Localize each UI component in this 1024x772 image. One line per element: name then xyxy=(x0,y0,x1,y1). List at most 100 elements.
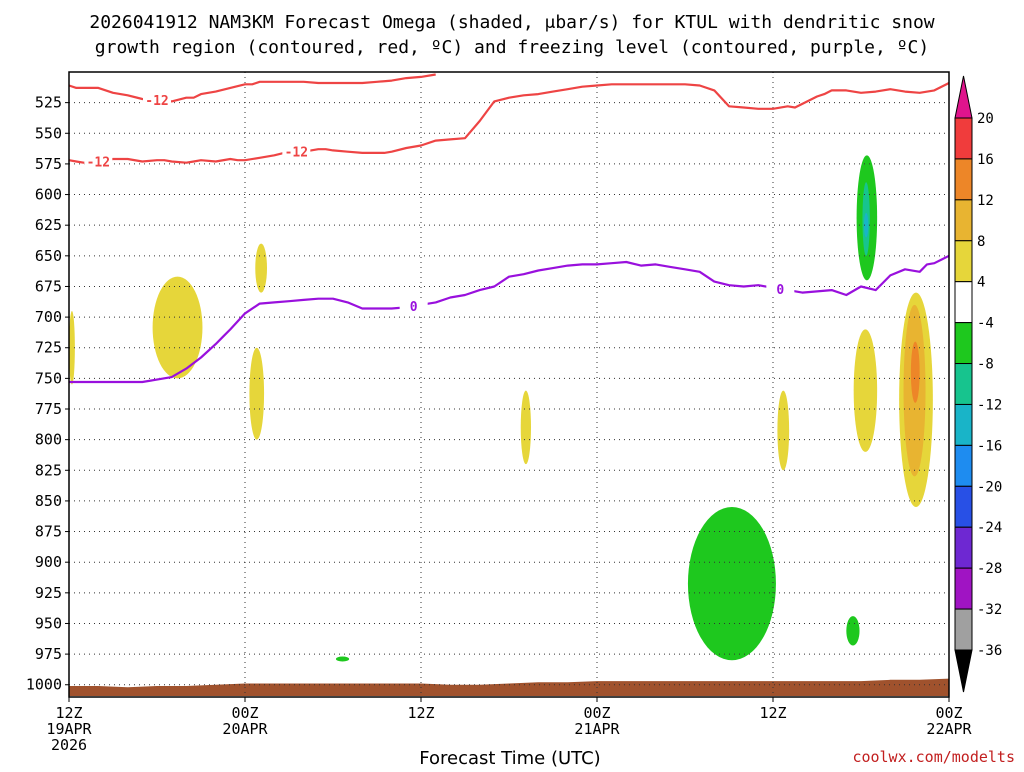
contour-line-1 xyxy=(68,73,436,103)
colorbar-band-7 xyxy=(954,403,973,446)
y-tick-label-775: 775 xyxy=(35,400,62,418)
x-tick-label-1-2: 20APR xyxy=(222,720,268,738)
colorbar-label-11: -28 xyxy=(977,561,1002,577)
y-tick-label-800: 800 xyxy=(35,431,62,449)
omega-region-15 xyxy=(335,656,350,662)
y-tick-label-850: 850 xyxy=(35,492,62,510)
chart-title-line2: growth region (contoured, red, ºC) and f… xyxy=(95,37,929,58)
colorbar-label-6: -8 xyxy=(977,357,994,373)
omega-region-9 xyxy=(910,341,920,403)
omega-region-2 xyxy=(255,243,267,293)
colorbar-label-0: 20 xyxy=(977,111,994,127)
contour-label-2-0: 0 xyxy=(410,300,418,315)
colorbar-band-3 xyxy=(954,240,973,283)
colorbar-label-9: -20 xyxy=(977,479,1002,495)
y-tick-label-900: 900 xyxy=(35,553,62,571)
y-tick-label-875: 875 xyxy=(35,523,62,541)
colorbar-band-2 xyxy=(954,199,973,242)
omega-region-14 xyxy=(846,616,860,646)
colorbar-label-4: 4 xyxy=(977,275,985,291)
y-tick-label-600: 600 xyxy=(35,186,62,204)
colorbar: 20 16 12 8 4 -4 -8 -12 -16 -20 -24 -28 -32 -36 xyxy=(954,75,1002,693)
colorbar-band-4 xyxy=(954,281,973,324)
colorbar-arrow-top xyxy=(954,75,973,119)
y-tick-label-675: 675 xyxy=(35,277,62,295)
colorbar-label-8: -16 xyxy=(977,438,1002,454)
colorbar-arrow-bottom xyxy=(954,649,973,693)
colorbar-label-1: 16 xyxy=(977,152,994,168)
x-tick-label-5-2: 22APR xyxy=(926,720,972,738)
colorbar-band-1 xyxy=(954,158,973,201)
y-tick-label-700: 700 xyxy=(35,308,62,326)
y-tick-label-925: 925 xyxy=(35,584,62,602)
contour-line-2 xyxy=(69,254,950,384)
x-tick-label-2-1: 12Z xyxy=(407,704,434,722)
colorbar-band-5 xyxy=(954,322,973,365)
colorbar-label-13: -36 xyxy=(977,643,1002,659)
y-tick-label-950: 950 xyxy=(35,614,62,632)
contour-label-bg-0-1 xyxy=(282,143,311,159)
colorbar-band-11 xyxy=(954,567,973,610)
contour-label-bg-2-0 xyxy=(399,298,428,314)
y-tick-label-650: 650 xyxy=(35,247,62,265)
omega-region-13 xyxy=(687,507,776,661)
contour-line-0 xyxy=(68,82,950,164)
contour-label-0-0: -12 xyxy=(87,155,110,170)
x-tick-label-0-3: 2026 xyxy=(51,736,87,754)
contour-label-0-1: -12 xyxy=(285,146,308,161)
contour-label-bg-2-1 xyxy=(766,280,795,296)
omega-region-0 xyxy=(69,310,75,385)
contour-label-1-0: -12 xyxy=(145,94,168,109)
x-tick-label-4-1: 12Z xyxy=(759,704,786,722)
y-tick-label-575: 575 xyxy=(35,155,62,173)
omega-region-5 xyxy=(777,390,790,471)
plot-area xyxy=(69,72,949,697)
contour-label-bg-0-0 xyxy=(84,153,113,169)
colorbar-label-5: -4 xyxy=(977,316,994,332)
contour-lines: -12 -12 -12 0 0 xyxy=(68,73,950,384)
chart-title-line1: 2026041912 NAM3KM Forecast Omega (shaded… xyxy=(89,12,934,33)
colorbar-band-10 xyxy=(954,526,973,569)
surface-terrain xyxy=(69,678,949,696)
colorbar-label-3: 8 xyxy=(977,234,985,250)
y-tick-label-1000: 1000 xyxy=(26,676,62,694)
colorbar-band-6 xyxy=(954,363,973,405)
contour-label-2-1: 0 xyxy=(776,283,784,298)
y-tick-label-975: 975 xyxy=(35,645,62,663)
x-tick-label-3-2: 21APR xyxy=(574,720,620,738)
x-tick-label-0-2: 19APR xyxy=(46,720,92,738)
colorbar-label-10: -24 xyxy=(977,520,1002,536)
colorbar-band-9 xyxy=(954,485,973,528)
y-tick-label-725: 725 xyxy=(35,339,62,357)
omega-region-6 xyxy=(853,329,878,452)
terrain-fill xyxy=(69,678,949,696)
x-tick-label-5-1: 00Z xyxy=(935,704,962,722)
y-tick-label-525: 525 xyxy=(35,94,62,112)
x-tick-label-3-1: 00Z xyxy=(583,704,610,722)
omega-region-12 xyxy=(863,212,869,238)
credit-text: coolwx.com/modelts xyxy=(852,748,1015,766)
colorbar-band-8 xyxy=(954,444,973,487)
colorbar-label-7: -12 xyxy=(977,397,1002,413)
grid-lines xyxy=(69,72,949,697)
plot-frame xyxy=(68,71,950,698)
y-axis-ticks: 525 550 575 600 625 650 675 700 725 750 775 800 825 8… xyxy=(26,94,69,694)
colorbar-band-12 xyxy=(954,608,973,651)
colorbar-label-12: -32 xyxy=(977,602,1002,618)
y-tick-label-825: 825 xyxy=(35,461,62,479)
y-tick-label-750: 750 xyxy=(35,369,62,387)
x-tick-label-0-1: 12Z xyxy=(55,704,82,722)
omega-region-4 xyxy=(520,390,531,465)
colorbar-band-0 xyxy=(954,117,973,160)
y-tick-label-550: 550 xyxy=(35,124,62,142)
x-tick-label-1-1: 00Z xyxy=(231,704,258,722)
contour-label-bg-1-0 xyxy=(143,92,171,108)
omega-region-3 xyxy=(249,347,265,440)
colorbar-label-2: 12 xyxy=(977,193,994,209)
omega-region-1 xyxy=(152,276,203,379)
x-axis-label: Forecast Time (UTC) xyxy=(419,748,600,768)
y-tick-label-625: 625 xyxy=(35,216,62,234)
